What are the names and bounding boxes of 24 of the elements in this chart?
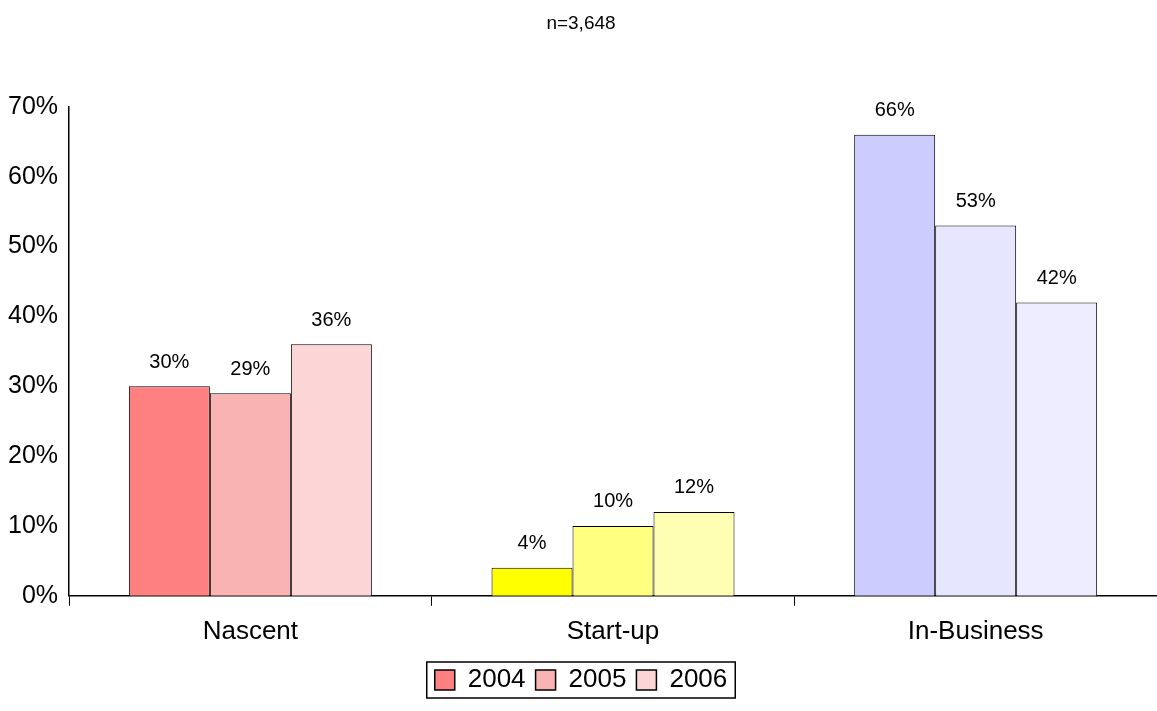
data-label: 4% [517, 531, 547, 554]
data-label: 36% [311, 307, 352, 330]
y-tick-label: 70% [7, 90, 59, 119]
legend-label: 2005 [568, 663, 627, 694]
data-label: 30% [149, 349, 190, 372]
y-tick-label: 40% [7, 300, 59, 329]
y-tick-label: 10% [7, 509, 59, 538]
data-label: 12% [674, 475, 715, 498]
y-tick-label: 60% [7, 160, 59, 189]
data-label: 53% [955, 189, 996, 212]
legend-label: 2006 [669, 663, 728, 694]
y-tick-label: 0% [21, 579, 59, 608]
data-label: 10% [593, 489, 634, 512]
legend-label: 2004 [467, 663, 526, 694]
chart-title: n=3,648 [546, 11, 616, 33]
y-tick-label: 30% [7, 370, 59, 399]
y-tick-label: 50% [7, 230, 59, 259]
x-tick-label: In-Business [907, 614, 1044, 645]
x-tick-label: Start-up [566, 614, 660, 645]
x-tick-label: Nascent [202, 614, 299, 645]
data-label: 29% [230, 356, 271, 379]
data-label: 66% [874, 98, 915, 121]
y-tick-label: 20% [7, 439, 59, 468]
data-label: 42% [1036, 265, 1077, 288]
